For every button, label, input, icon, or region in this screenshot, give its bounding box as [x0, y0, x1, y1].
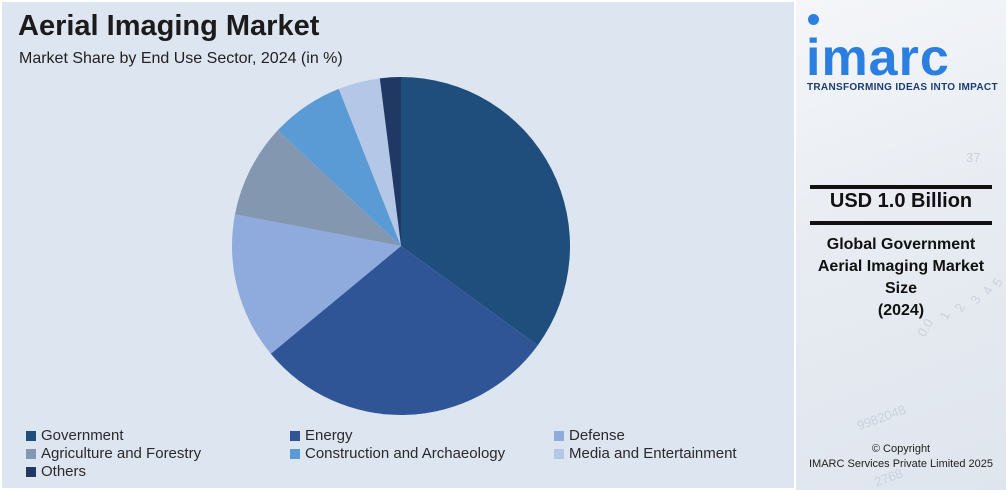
- legend-item: Others: [26, 463, 86, 480]
- legend-label: Construction and Archaeology: [305, 445, 506, 462]
- background-number: 37: [966, 150, 981, 165]
- market-desc-line: Global Government: [826, 236, 976, 253]
- legend-swatch: [26, 448, 36, 459]
- legend-item: Defense: [554, 427, 625, 444]
- imarc-logo: imarc: [806, 29, 950, 87]
- legend-swatch: [290, 430, 300, 441]
- copyright-line: IMARC Services Private Limited 2025: [808, 458, 993, 470]
- legend-label: Media and Entertainment: [569, 445, 737, 462]
- legend-item: Media and Entertainment: [554, 445, 737, 462]
- market-desc-line: Aerial Imaging Market: [817, 258, 985, 275]
- legend-label: Defense: [569, 427, 625, 444]
- copyright-line: © Copyright: [871, 443, 931, 455]
- divider-bottom: [810, 221, 992, 225]
- page-subtitle: Market Share by End Use Sector, 2024 (in…: [19, 50, 343, 67]
- pie-slice-defense: [231, 214, 401, 354]
- legend-item: Construction and Archaeology: [290, 445, 505, 462]
- pie-chart: [231, 77, 571, 415]
- legend-item: Government: [26, 427, 124, 444]
- legend-item: Agriculture and Forestry: [26, 445, 201, 462]
- legend-swatch: [290, 448, 300, 459]
- legend-swatch: [26, 466, 36, 477]
- info-sidebar: 0.0 1 2 3 4 5 9982048 2768 37 imarc TRAN…: [796, 0, 1006, 490]
- divider-top: [810, 185, 992, 189]
- legend-label: Agriculture and Forestry: [41, 445, 202, 462]
- market-desc-line: (2024): [877, 302, 925, 319]
- legend-label: Energy: [305, 427, 353, 444]
- legend-swatch: [554, 430, 564, 441]
- legend-label: Government: [41, 427, 124, 444]
- legend-item: Energy: [290, 427, 353, 444]
- market-value: USD 1.0 Billion: [829, 190, 973, 212]
- legend-swatch: [554, 448, 564, 459]
- legend-label: Others: [41, 463, 87, 480]
- pie-slice-construction-and-archaeology: [277, 88, 401, 247]
- background-number: 9982048: [854, 401, 908, 434]
- pie-slice-government: [401, 77, 571, 346]
- legend-swatch: [26, 430, 36, 441]
- pie-slice-agriculture-and-forestry: [234, 130, 401, 246]
- pie-slice-energy: [270, 246, 538, 415]
- logo-dot-icon: [808, 14, 819, 25]
- market-description: Global Government Aerial Imaging Market …: [796, 234, 1006, 322]
- page-title: Aerial Imaging Market: [18, 10, 320, 42]
- market-desc-line: Size: [884, 280, 917, 297]
- copyright: © Copyright IMARC Services Private Limit…: [796, 442, 1006, 472]
- pie-slice-others: [379, 77, 401, 246]
- logo-tagline: TRANSFORMING IDEAS INTO IMPACT: [807, 82, 998, 93]
- pie-slice-media-and-entertainment: [338, 78, 401, 247]
